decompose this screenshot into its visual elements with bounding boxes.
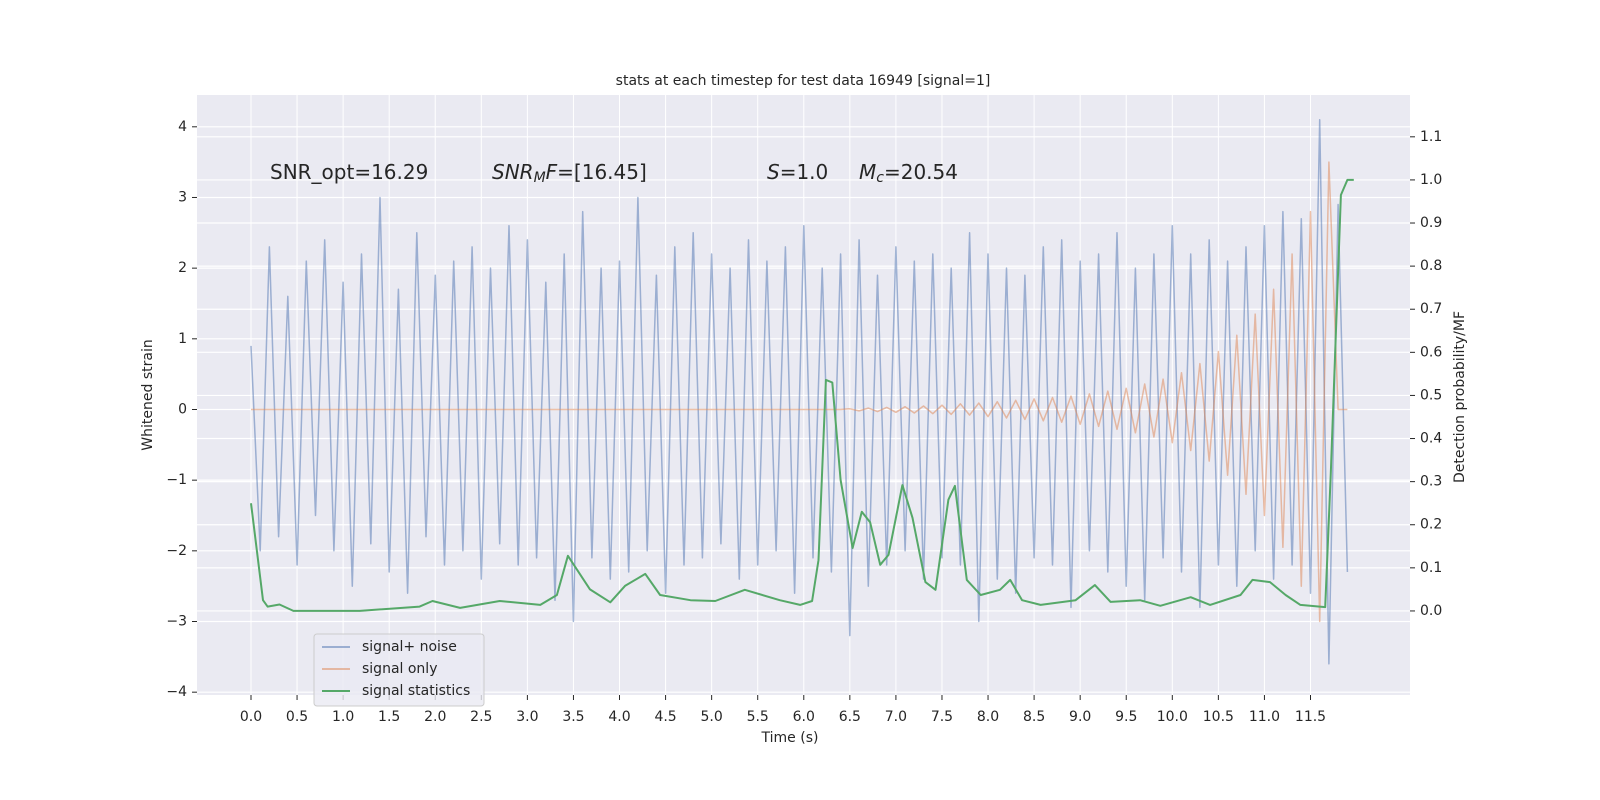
- annotation-part: M: [859, 160, 876, 184]
- annotation-part: c: [876, 170, 884, 186]
- y2-tick-label: 0.6: [1420, 344, 1442, 360]
- annotation-part: S: [767, 160, 780, 184]
- x-tick-label: 11.5: [1295, 709, 1326, 725]
- y2-tick-label: 0.3: [1420, 474, 1442, 490]
- y-tick-label: 2: [178, 260, 187, 276]
- x-tick-label: 3.5: [562, 709, 584, 725]
- y2-tick-label: 1.0: [1420, 172, 1442, 188]
- y2-tick-label: 0.8: [1420, 258, 1442, 274]
- y2-axis-label: Detection probability/MF: [1452, 311, 1468, 483]
- annotation: SNRMF=[16.45]: [492, 160, 647, 187]
- x-tick-label: 3.0: [516, 709, 538, 725]
- x-tick-label: 9.5: [1115, 709, 1137, 725]
- y-tick-label: 0: [178, 401, 187, 417]
- y-tick-label: −3: [166, 614, 187, 630]
- y-tick-label: −1: [166, 472, 187, 488]
- x-tick-label: 8.5: [1023, 709, 1045, 725]
- y-tick-label: 3: [178, 189, 187, 205]
- y2-tick-label: 0.9: [1420, 215, 1442, 231]
- y-tick-label: −4: [166, 684, 187, 700]
- x-tick-label: 8.0: [977, 709, 999, 725]
- chart-title: stats at each timestep for test data 169…: [616, 73, 991, 89]
- x-tick-label: 0.0: [240, 709, 262, 725]
- x-tick-label: 2.0: [424, 709, 446, 725]
- legend-label: signal statistics: [362, 683, 470, 699]
- annotation: SNR_opt=16.29: [270, 160, 428, 184]
- y-tick-label: 4: [178, 119, 187, 135]
- annotation-part: =1.0: [780, 160, 829, 184]
- x-tick-label: 5.5: [747, 709, 769, 725]
- annotation-part: SNR: [492, 160, 534, 184]
- x-tick-label: 2.5: [470, 709, 492, 725]
- annotation-part: M: [534, 170, 546, 186]
- x-tick-label: 6.5: [839, 709, 861, 725]
- x-axis-label: Time (s): [761, 730, 819, 746]
- x-tick-label: 1.0: [332, 709, 354, 725]
- annotation-part: F: [546, 160, 558, 184]
- annotation: Mc=20.54: [859, 160, 958, 187]
- x-tick-label: 10.5: [1203, 709, 1234, 725]
- series-line: [250, 178, 1354, 612]
- y2-tick-label: 0.2: [1420, 517, 1442, 533]
- y2-tick-label: 1.1: [1420, 129, 1442, 145]
- y-tick-label: −2: [166, 543, 187, 559]
- x-tick-label: 9.0: [1069, 709, 1091, 725]
- annotation-part: SNR_opt=16.29: [270, 160, 428, 184]
- x-tick-label: 4.5: [654, 709, 676, 725]
- y2-tick-label: 0.7: [1420, 301, 1442, 317]
- x-tick-label: 6.0: [793, 709, 815, 725]
- x-tick-label: 4.0: [608, 709, 630, 725]
- legend-label: signal+ noise: [362, 639, 457, 655]
- y2-tick-label: 0.0: [1420, 603, 1442, 619]
- x-tick-label: 10.0: [1157, 709, 1188, 725]
- series-line: [251, 161, 1348, 623]
- x-tick-label: 7.5: [931, 709, 953, 725]
- y2-tick-label: 0.1: [1420, 560, 1442, 576]
- legend-label: signal only: [362, 661, 437, 677]
- x-tick-label: 0.5: [286, 709, 308, 725]
- x-tick-label: 1.5: [378, 709, 400, 725]
- x-tick-label: 11.0: [1249, 709, 1280, 725]
- y2-tick-label: 0.4: [1420, 431, 1442, 447]
- y2-tick-label: 0.5: [1420, 387, 1442, 403]
- x-tick-label: 7.0: [885, 709, 907, 725]
- annotation-part: =[16.45]: [557, 160, 647, 184]
- annotation-part: =20.54: [884, 160, 958, 184]
- annotation: S=1.0: [767, 160, 828, 184]
- plot-lines: [250, 118, 1354, 665]
- y-tick-label: 1: [178, 331, 187, 347]
- legend-box: [313, 633, 485, 707]
- x-tick-label: 5.0: [701, 709, 723, 725]
- y-axis-label: Whitened strain: [140, 339, 156, 450]
